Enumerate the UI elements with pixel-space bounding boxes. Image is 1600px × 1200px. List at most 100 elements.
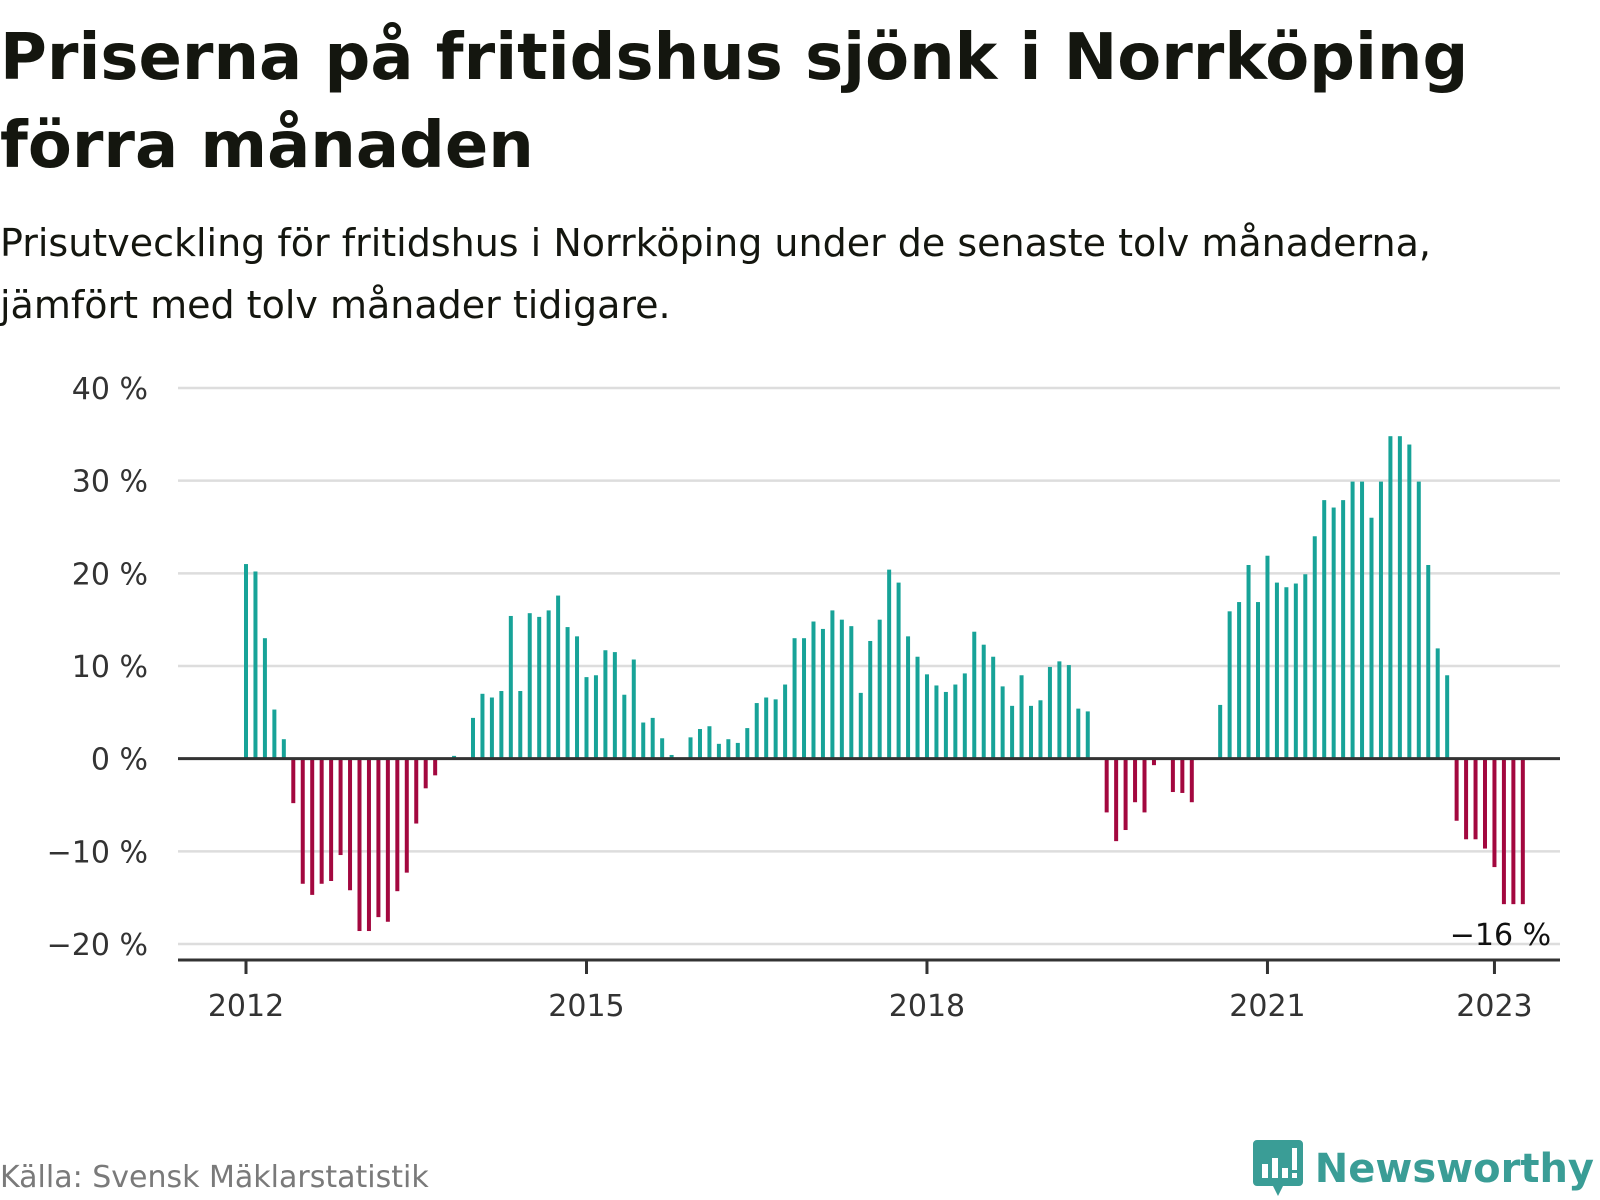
x-tick-label: 2015 [548, 989, 624, 1020]
bar [981, 644, 986, 759]
y-tick-label: 30 % [72, 465, 148, 500]
bar [1492, 758, 1497, 868]
bar [1076, 708, 1081, 759]
bar [1170, 758, 1175, 793]
bar [357, 758, 362, 932]
bar [1000, 686, 1005, 759]
bar [1511, 758, 1516, 905]
x-tick-label: 2023 [1456, 989, 1532, 1020]
bar [660, 738, 665, 759]
bar [688, 737, 693, 759]
bar [1388, 436, 1393, 759]
bar [792, 638, 797, 759]
bar [934, 685, 939, 759]
bar [650, 717, 655, 759]
bar [338, 758, 343, 856]
bar [887, 569, 892, 759]
bar [1274, 582, 1279, 759]
bar [272, 709, 277, 759]
bar [924, 674, 929, 759]
bars [244, 436, 1525, 932]
bar [593, 675, 598, 759]
brand-name: Newsworthy [1314, 1146, 1594, 1192]
chart-title: Priserna på fritidshus sjönk i Norrköpin… [0, 21, 1469, 183]
y-tick-label: −20 % [47, 928, 148, 963]
bar [546, 610, 551, 759]
bar [802, 638, 807, 759]
bar [972, 631, 977, 759]
x-tick-label: 2021 [1229, 989, 1305, 1020]
bar [915, 656, 920, 759]
bar [820, 628, 825, 759]
x-tick-label: 2012 [208, 989, 284, 1020]
bar [395, 758, 400, 892]
bar [858, 692, 863, 759]
bar [669, 754, 674, 759]
bar [1350, 481, 1355, 759]
bar [1029, 705, 1034, 759]
bar [1407, 444, 1412, 759]
bar [300, 758, 305, 884]
bar [783, 684, 788, 759]
bar [1237, 602, 1242, 759]
bar [1265, 555, 1270, 759]
bar [962, 673, 967, 759]
bar [1189, 758, 1194, 803]
bar [991, 656, 996, 759]
bar [1397, 436, 1402, 759]
bar [1047, 666, 1052, 759]
bar [518, 691, 523, 759]
bar [1066, 665, 1071, 759]
bar [1464, 758, 1469, 840]
bar [622, 694, 627, 759]
bar [1303, 574, 1308, 759]
bar [612, 652, 617, 759]
bar [319, 758, 324, 884]
bar [1426, 564, 1431, 759]
bar [244, 564, 248, 759]
bar [641, 722, 646, 759]
axes [178, 757, 1560, 974]
bar [433, 758, 438, 776]
bar [1416, 481, 1421, 759]
bar [1114, 758, 1119, 842]
y-tick-label: 20 % [72, 557, 148, 592]
bar [697, 729, 702, 759]
bar [1010, 705, 1015, 759]
bar [1133, 758, 1138, 803]
bar [366, 758, 371, 932]
bar [376, 758, 381, 918]
bar [348, 758, 353, 891]
bar [896, 582, 901, 759]
bar [1454, 758, 1459, 821]
bar [754, 703, 759, 759]
bar [310, 758, 315, 895]
last-value-label: −16 % [1450, 918, 1551, 953]
bar [1085, 711, 1090, 759]
axis-labels: −20 % −10 % 0 % 10 % 20 % 30 % 40 % 2012 2015 201… [47, 372, 1551, 1020]
bar [1246, 564, 1251, 759]
bar [839, 619, 844, 759]
bar [716, 743, 721, 759]
bar [1360, 481, 1365, 759]
bar [830, 610, 835, 759]
x-tick-label: 2018 [889, 989, 965, 1020]
bar [537, 616, 542, 759]
bar [811, 621, 816, 759]
bar [470, 717, 475, 759]
bar-chart-speech-bubble-icon [1252, 1140, 1303, 1196]
bar [745, 728, 750, 759]
bar [1142, 758, 1147, 813]
bar [1520, 758, 1525, 905]
bar [1312, 536, 1317, 759]
bar [906, 636, 911, 759]
bar [281, 739, 286, 759]
y-tick-label: 10 % [72, 650, 148, 685]
bar [877, 619, 882, 759]
bar [508, 615, 513, 759]
bar [1369, 517, 1374, 759]
bar [1341, 500, 1346, 759]
bar [1473, 758, 1478, 840]
bar [262, 638, 267, 759]
y-tick-label: 40 % [72, 372, 148, 407]
